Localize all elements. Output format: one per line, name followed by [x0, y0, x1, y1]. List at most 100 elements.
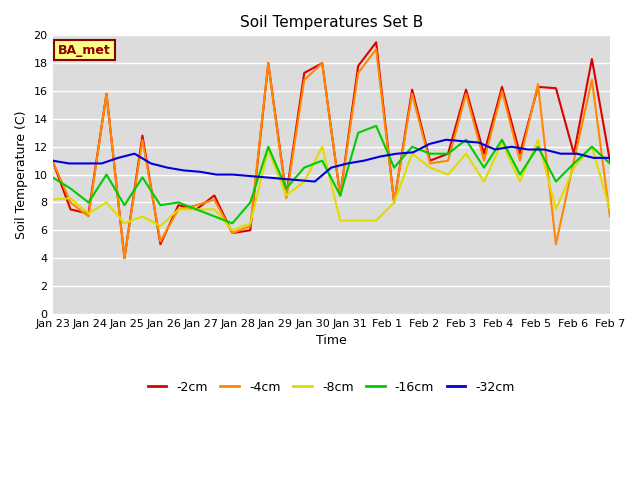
-2cm	[588, 56, 596, 62]
Line: -8cm: -8cm	[52, 140, 610, 230]
-2cm	[157, 241, 164, 247]
-8cm	[570, 165, 578, 170]
-16cm	[49, 175, 56, 180]
-4cm	[588, 77, 596, 83]
-2cm	[534, 84, 542, 90]
-32cm	[393, 151, 401, 156]
-32cm	[328, 165, 335, 170]
-32cm	[410, 149, 417, 155]
-8cm	[282, 192, 290, 198]
-8cm	[67, 195, 74, 201]
-4cm	[228, 230, 236, 236]
-32cm	[360, 158, 368, 164]
-32cm	[81, 161, 89, 167]
-32cm	[245, 173, 253, 179]
-4cm	[444, 158, 452, 164]
Line: -2cm: -2cm	[52, 42, 610, 258]
-2cm	[606, 158, 614, 164]
Line: -16cm: -16cm	[52, 126, 610, 223]
-32cm	[98, 161, 106, 167]
-16cm	[246, 200, 254, 205]
-2cm	[355, 63, 362, 69]
-8cm	[157, 223, 164, 229]
-4cm	[498, 88, 506, 94]
-8cm	[193, 206, 200, 212]
-8cm	[337, 217, 344, 223]
-8cm	[211, 206, 218, 212]
-8cm	[139, 214, 147, 219]
-2cm	[49, 158, 56, 164]
-4cm	[462, 91, 470, 96]
-32cm	[115, 155, 122, 161]
-32cm	[147, 161, 155, 167]
-16cm	[462, 137, 470, 143]
-16cm	[120, 203, 128, 208]
-4cm	[139, 137, 147, 143]
-32cm	[458, 138, 466, 144]
-32cm	[376, 154, 384, 159]
-16cm	[228, 220, 236, 226]
-8cm	[552, 206, 560, 212]
-32cm	[492, 146, 499, 152]
-8cm	[588, 144, 596, 150]
-16cm	[139, 175, 147, 180]
-4cm	[337, 192, 344, 198]
-8cm	[462, 151, 470, 156]
-16cm	[516, 172, 524, 178]
-32cm	[163, 165, 171, 170]
-8cm	[228, 228, 236, 233]
-4cm	[355, 70, 362, 76]
-32cm	[294, 177, 302, 183]
-16cm	[426, 151, 434, 156]
-32cm	[229, 172, 237, 178]
-2cm	[84, 211, 92, 216]
-16cm	[570, 161, 578, 167]
-2cm	[264, 60, 272, 66]
-8cm	[426, 165, 434, 170]
-32cm	[573, 151, 581, 156]
-8cm	[355, 217, 362, 223]
-32cm	[262, 175, 269, 180]
-16cm	[355, 130, 362, 136]
-2cm	[480, 151, 488, 156]
-8cm	[480, 179, 488, 184]
-32cm	[65, 161, 73, 167]
-32cm	[278, 176, 286, 181]
-8cm	[318, 144, 326, 150]
-2cm	[498, 84, 506, 90]
-8cm	[49, 197, 56, 203]
-8cm	[264, 146, 272, 152]
Title: Soil Temperatures Set B: Soil Temperatures Set B	[239, 15, 423, 30]
-2cm	[282, 192, 290, 198]
Text: BA_met: BA_met	[58, 44, 111, 57]
-32cm	[475, 140, 483, 145]
-4cm	[390, 200, 398, 205]
-4cm	[211, 197, 218, 203]
-2cm	[570, 151, 578, 156]
-16cm	[337, 192, 344, 198]
-4cm	[426, 161, 434, 167]
-16cm	[84, 200, 92, 205]
-8cm	[246, 220, 254, 226]
-16cm	[480, 165, 488, 170]
-2cm	[372, 39, 380, 45]
-8cm	[175, 206, 182, 212]
-4cm	[264, 60, 272, 66]
-2cm	[139, 132, 147, 138]
-32cm	[540, 146, 548, 152]
-16cm	[534, 144, 542, 150]
-4cm	[67, 200, 74, 205]
-8cm	[534, 137, 542, 143]
-4cm	[552, 241, 560, 247]
-8cm	[390, 200, 398, 205]
-32cm	[606, 155, 614, 161]
-2cm	[318, 60, 326, 66]
-8cm	[300, 179, 308, 184]
-32cm	[49, 158, 56, 164]
-2cm	[337, 192, 344, 198]
-2cm	[211, 192, 218, 198]
-16cm	[318, 158, 326, 164]
Line: -32cm: -32cm	[52, 140, 610, 181]
-16cm	[264, 144, 272, 150]
-32cm	[180, 168, 188, 173]
